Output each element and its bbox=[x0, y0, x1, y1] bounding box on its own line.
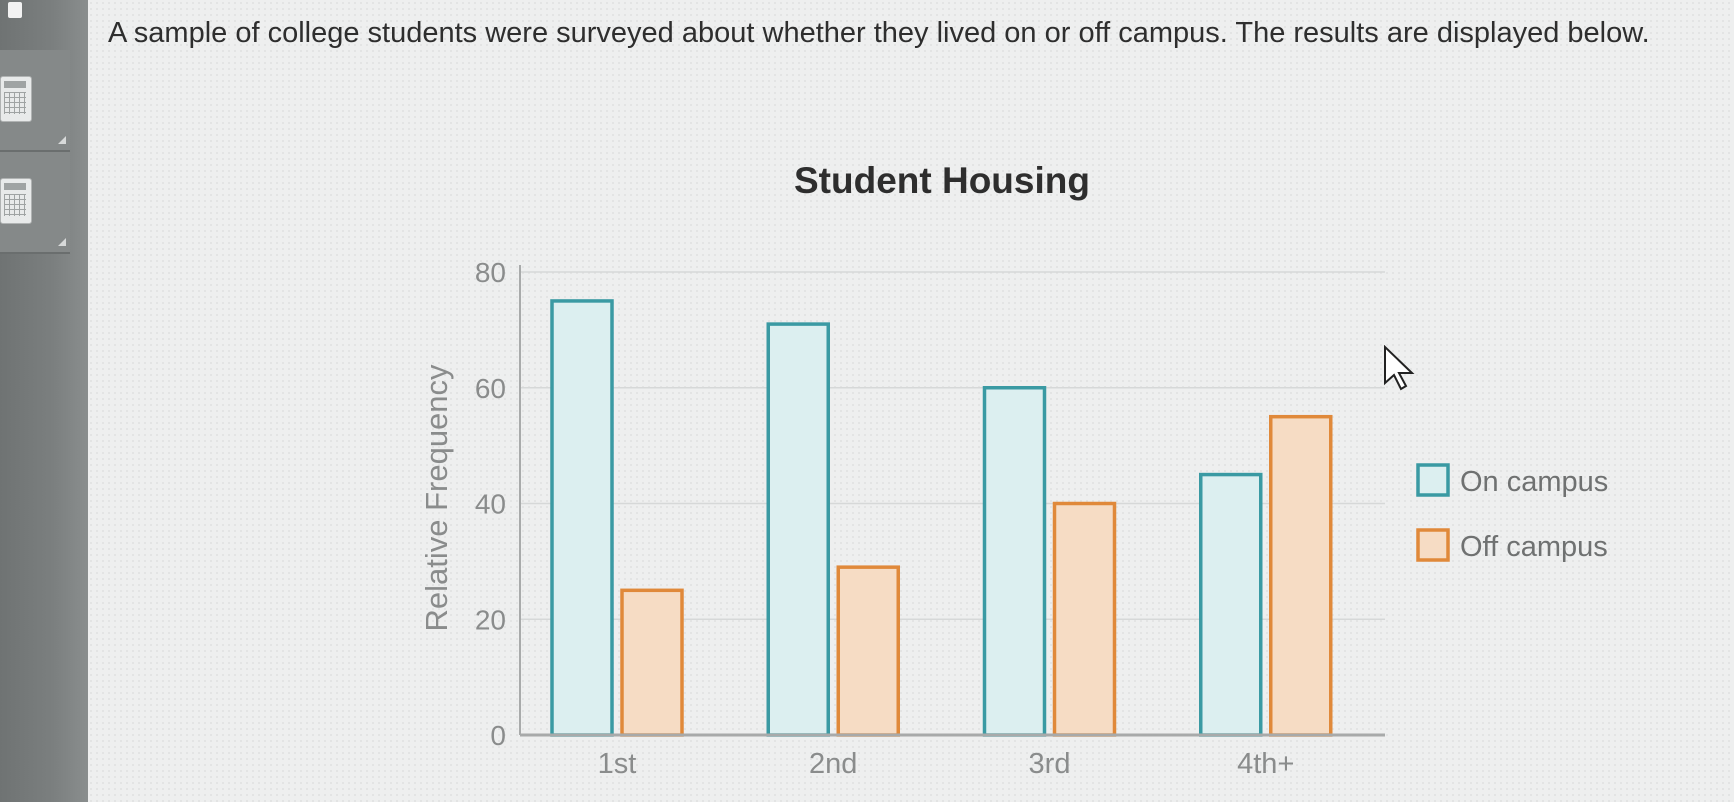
calculator-icon[interactable] bbox=[0, 178, 32, 224]
y-tick-label-60: 60 bbox=[475, 373, 506, 404]
bar-off-campus-4th+ bbox=[1269, 414, 1333, 737]
bar-off-campus-1st bbox=[620, 588, 684, 737]
y-tick-labels: 0 20 40 60 80 bbox=[475, 257, 506, 751]
expand-corner-icon bbox=[58, 136, 66, 144]
page-icon[interactable] bbox=[8, 2, 22, 18]
y-tick-label-0: 0 bbox=[490, 720, 506, 751]
x-tick-label-3rd: 3rd bbox=[1029, 748, 1071, 780]
legend-swatch-off-campus bbox=[1416, 528, 1450, 562]
y-axis-label: Relative Frequency bbox=[419, 364, 454, 632]
x-tick-label-2nd: 2nd bbox=[809, 748, 857, 780]
left-toolbar bbox=[0, 0, 88, 802]
x-tick-label-4th+: 4th+ bbox=[1237, 748, 1294, 780]
bars bbox=[550, 299, 1333, 737]
bar-on-campus-4th+ bbox=[1199, 472, 1263, 737]
question-text: A sample of college students were survey… bbox=[108, 17, 1650, 49]
chart-title: Student Housing bbox=[794, 160, 1090, 201]
toolbar-tile-calculator-1[interactable] bbox=[0, 50, 70, 152]
bar-on-campus-2nd bbox=[766, 322, 830, 737]
x-tick-labels: 1st 2nd 3rd 4th+ bbox=[598, 748, 1295, 780]
legend-swatch-on-campus bbox=[1416, 463, 1450, 497]
y-tick-label-20: 20 bbox=[475, 604, 506, 635]
calculator-icon[interactable] bbox=[0, 76, 32, 122]
bar-on-campus-1st bbox=[550, 299, 614, 737]
legend-label-on-campus: On campus bbox=[1460, 466, 1608, 498]
legend: On campus Off campus bbox=[1416, 463, 1608, 563]
bar-on-campus-3rd bbox=[982, 386, 1047, 737]
y-tick-label-40: 40 bbox=[475, 489, 506, 520]
legend-label-off-campus: Off campus bbox=[1460, 531, 1608, 563]
bar-off-campus-2nd bbox=[836, 565, 900, 737]
toolbar-tile-calculator-2[interactable] bbox=[0, 152, 70, 254]
mouse-pointer-icon bbox=[1384, 345, 1415, 391]
question-panel bbox=[88, 0, 1734, 802]
expand-corner-icon bbox=[58, 238, 66, 246]
bar-off-campus-3rd bbox=[1052, 501, 1117, 737]
y-tick-label-80: 80 bbox=[475, 257, 506, 288]
x-tick-label-1st: 1st bbox=[598, 748, 637, 780]
